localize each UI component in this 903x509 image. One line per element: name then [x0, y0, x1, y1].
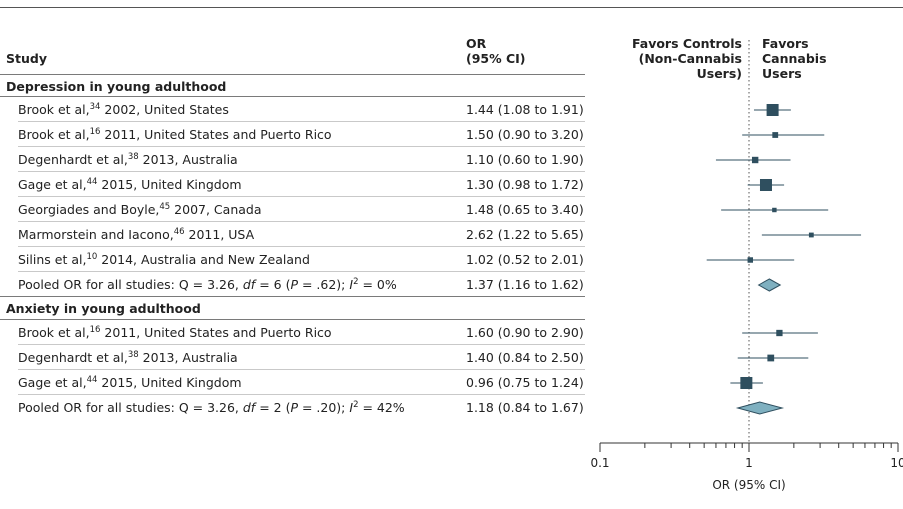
row-rule	[18, 344, 585, 345]
section-rule	[0, 296, 585, 297]
or-value: 1.10 (0.60 to 1.90)	[466, 152, 584, 167]
point-marker	[767, 354, 775, 362]
or-value: 1.50 (0.90 to 3.20)	[466, 127, 584, 142]
point-marker	[772, 132, 779, 138]
row-rule	[18, 221, 585, 222]
point-marker	[772, 207, 777, 213]
pooled-label: Pooled OR for all studies: Q = 3.26, df …	[18, 276, 397, 292]
row-rule	[18, 369, 585, 370]
study-label: Brook et al,16 2011, United States and P…	[18, 324, 332, 340]
row-rule	[18, 171, 585, 172]
or-value: 1.40 (0.84 to 2.50)	[466, 350, 584, 365]
point-marker	[747, 257, 754, 263]
or-value: 1.30 (0.98 to 1.72)	[466, 177, 584, 192]
row-rule	[18, 394, 585, 395]
row-rule	[18, 121, 585, 122]
x-tick-label: 10	[890, 456, 903, 470]
favors-cannabis-line2: Cannabis	[762, 51, 827, 66]
study-label: Marmorstein and Iacono,46 2011, USA	[18, 226, 255, 242]
point-marker	[808, 232, 814, 238]
or-value: 1.60 (0.90 to 2.90)	[466, 325, 584, 340]
pooled-diamond	[735, 401, 785, 415]
pooled-or-value: 1.37 (1.16 to 1.62)	[466, 277, 584, 292]
favors-controls-line2: (Non-Cannabis	[638, 51, 742, 66]
pooled-diamond	[757, 278, 782, 292]
study-label: Degenhardt et al,38 2013, Australia	[18, 151, 238, 167]
study-label: Brook et al,34 2002, United States	[18, 101, 229, 117]
x-tick-label: 1	[745, 456, 753, 470]
pooled-label: Pooled OR for all studies: Q = 3.26, df …	[18, 399, 405, 415]
or-value: 1.44 (1.08 to 1.91)	[466, 102, 584, 117]
favors-controls-line1: Favors Controls	[631, 36, 742, 51]
or-value: 0.96 (0.75 to 1.24)	[466, 375, 584, 390]
section-rule	[0, 96, 585, 97]
study-label: Degenhardt et al,38 2013, Australia	[18, 349, 238, 365]
row-rule	[18, 196, 585, 197]
row-rule	[18, 271, 585, 272]
study-label: Brook et al,16 2011, United States and P…	[18, 126, 332, 142]
row-rule	[18, 246, 585, 247]
point-marker	[759, 179, 772, 191]
row-rule	[18, 146, 585, 147]
study-label: Silins et al,10 2014, Australia and New …	[18, 251, 310, 267]
or-value: 2.62 (1.22 to 5.65)	[466, 227, 584, 242]
point-marker	[740, 377, 753, 389]
x-tick-label: 0.1	[590, 456, 609, 470]
header-rule	[0, 74, 585, 75]
pooled-or-value: 1.18 (0.84 to 1.67)	[466, 400, 584, 415]
favors-cannabis-line1: Favors	[762, 36, 809, 51]
point-marker	[751, 156, 759, 164]
x-axis-label: OR (95% CI)	[712, 478, 785, 492]
or-value: 1.02 (0.52 to 2.01)	[466, 252, 584, 267]
or-header-line2: (95% CI)	[466, 51, 526, 66]
favors-controls-line3: Users)	[696, 66, 742, 81]
favors-cannabis-line3: Users	[762, 66, 802, 81]
top-rule	[0, 7, 903, 8]
study-header: Study	[6, 51, 47, 66]
point-marker	[776, 329, 783, 337]
section-title-anxiety: Anxiety in young adulthood	[6, 301, 201, 316]
section-rule	[0, 319, 585, 320]
study-label: Gage et al,44 2015, United Kingdom	[18, 176, 242, 192]
study-label: Georgiades and Boyle,45 2007, Canada	[18, 201, 262, 217]
point-marker	[766, 104, 779, 116]
study-label: Gage et al,44 2015, United Kingdom	[18, 374, 242, 390]
or-header-line1: OR	[466, 36, 487, 51]
section-title-depression: Depression in young adulthood	[6, 79, 227, 94]
or-value: 1.48 (0.65 to 3.40)	[466, 202, 584, 217]
